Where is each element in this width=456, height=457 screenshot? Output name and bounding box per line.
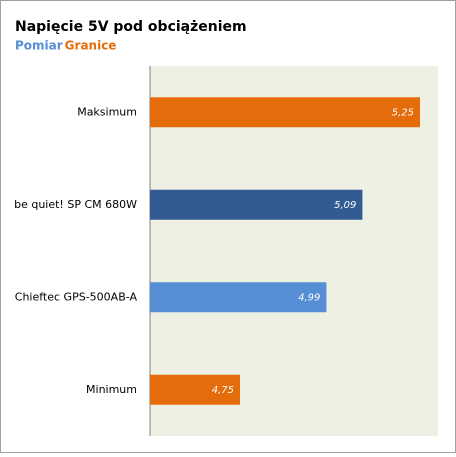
y-tick-label: be quiet! SP CM 680W <box>14 198 137 211</box>
bar <box>150 282 327 313</box>
bar <box>150 189 363 220</box>
bar <box>150 374 240 405</box>
chart-title: Napięcie 5V pod obciążeniem <box>15 19 247 35</box>
value-label: 4,99 <box>298 292 320 303</box>
value-label: 5,09 <box>334 200 356 211</box>
plot-area <box>150 66 438 436</box>
y-tick-label: Maksimum <box>77 105 137 118</box>
value-label: 5,25 <box>392 107 414 118</box>
y-tick-label: Chieftec GPS-500AB-A <box>15 290 138 303</box>
legend-entry: Granice <box>65 39 117 53</box>
legend-entry: Pomiar <box>15 39 63 53</box>
value-label: 4,75 <box>212 385 234 396</box>
y-tick-label: Minimum <box>86 383 137 396</box>
bar <box>150 97 420 128</box>
